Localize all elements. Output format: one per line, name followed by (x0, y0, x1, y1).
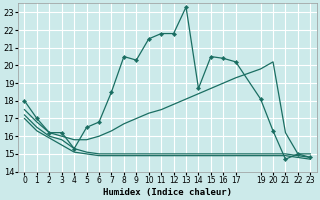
X-axis label: Humidex (Indice chaleur): Humidex (Indice chaleur) (103, 188, 232, 197)
